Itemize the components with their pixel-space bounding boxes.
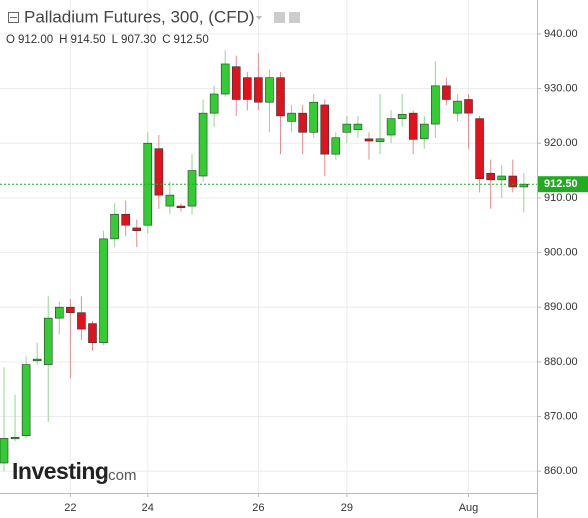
candle-body [243,77,252,100]
ohlc-key: H [59,34,67,46]
chart-title: Palladium Futures, 300, (CFD) [24,7,255,26]
ohlc-value: 907.30 [121,34,156,46]
candle-body [209,93,219,114]
candle-body [154,148,164,196]
ohlc-value: 914.50 [70,34,105,46]
logo: Investing [12,458,108,484]
candle-body [276,77,285,117]
x-tick-label: 26 [252,502,264,514]
dropdown-arrow[interactable] [256,16,262,20]
candle-body [497,175,507,181]
candle-body [331,137,341,155]
candle-body [320,104,330,155]
y-tick-label: 880.00 [544,356,578,368]
candle-body [353,123,363,130]
candle-body [66,306,75,313]
logo-suffix: .com [104,467,137,484]
x-tick-label: Aug [459,502,479,514]
settings-icon[interactable] [274,12,285,23]
candle-body [220,63,230,95]
ohlc-key: L [112,34,119,46]
y-tick-label: 900.00 [544,246,578,258]
candle-body [386,118,396,136]
collapse-icon[interactable] [8,12,19,23]
candle-body [121,213,130,226]
y-tick-label: 910.00 [544,192,578,204]
candle-body [408,112,418,140]
candle-body [508,175,518,188]
candle-body [43,317,53,365]
candle-body [287,112,296,122]
ohlc-header: O 912.00 H 914.50 L 907.30 C 912.50 [6,34,209,46]
y-tick-label: 930.00 [544,82,578,94]
x-tick-label: 24 [142,502,154,514]
ohlc-value: 912.50 [174,34,209,46]
candle-body [143,142,153,226]
last-price-box [538,176,588,193]
candle-body [99,238,108,344]
candle-body [10,436,20,440]
close-icon[interactable] [289,12,300,23]
candle-body [165,194,175,207]
x-tick-label: 29 [341,502,353,514]
candle-body [254,77,263,103]
last-price-label: 912.50 [544,178,578,190]
candle-body [309,101,318,133]
y-tick-label: 940.00 [544,28,578,40]
candle-body [231,66,241,100]
candle-body [88,323,97,344]
candle-body [442,85,451,100]
candle-body [519,183,529,188]
ohlc-value: 912.00 [18,34,53,46]
candle-body [198,112,208,177]
candle-body [298,112,307,133]
candle-body [453,100,462,114]
candle-body [475,118,484,180]
x-tick-label: 22 [64,502,76,514]
candle-body [132,227,142,231]
candle-body [364,138,374,142]
candle-body [486,172,495,181]
candles [0,50,529,472]
candle-body [464,99,473,114]
y-tick-label: 860.00 [544,465,578,477]
candle-body [32,358,42,362]
candle-body [419,123,429,140]
candle-body [431,85,440,125]
candle-body [21,364,31,436]
y-tick-label: 890.00 [544,301,578,313]
ohlc-key: C [162,34,170,46]
y-tick-label: 920.00 [544,137,578,149]
candle-body [0,438,9,464]
candle-body [397,113,407,119]
candle-body [265,77,274,103]
y-tick-label: 870.00 [544,410,578,422]
candle-body [54,306,64,319]
ohlc-key: O [6,34,15,46]
candle-body [342,123,352,133]
candle-body [187,170,197,207]
candle-body [77,312,86,330]
candle-body [110,213,119,240]
candle-body [176,205,186,209]
candle-body [375,138,385,142]
